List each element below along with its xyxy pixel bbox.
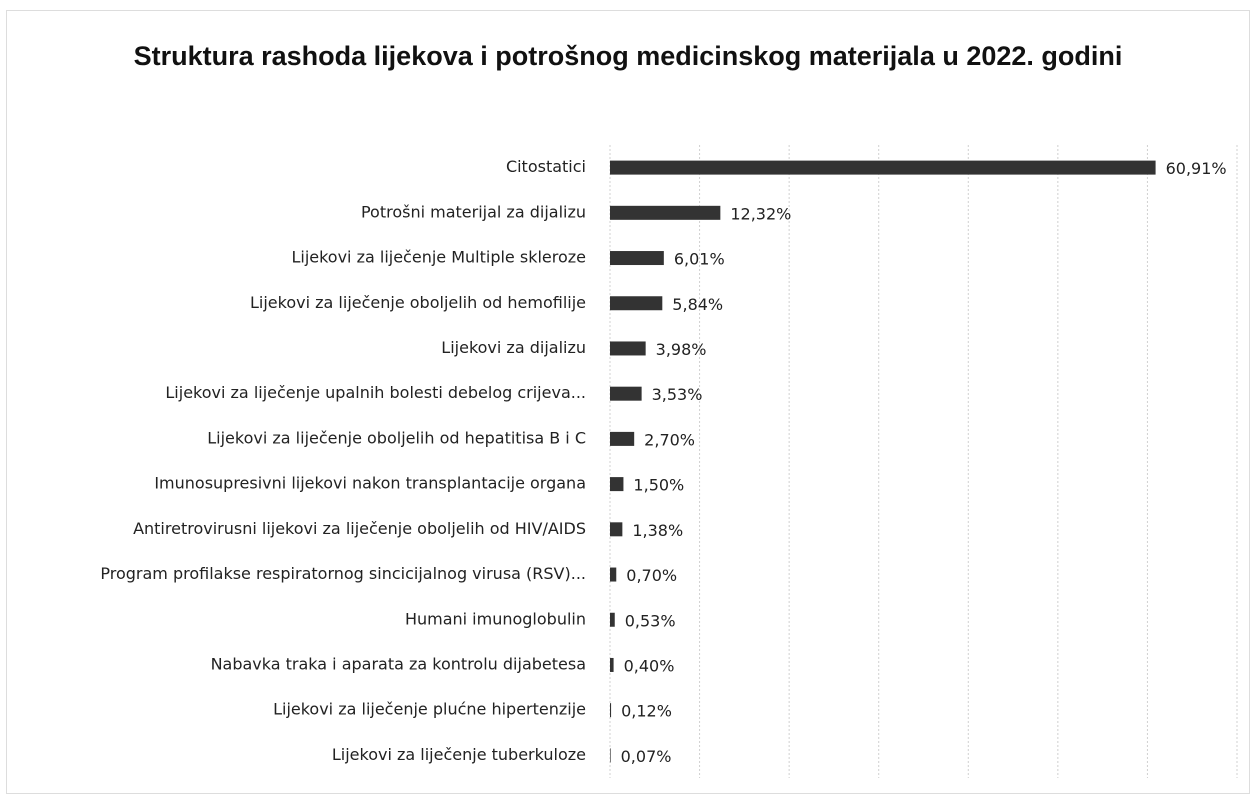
bar [610, 703, 612, 718]
bar [610, 522, 623, 537]
chart-title: Struktura rashoda lijekova i potrošnog m… [133, 41, 1123, 71]
y-tick-label: Lijekovi za liječenje plućne hipertenzij… [273, 700, 586, 719]
bar [610, 657, 614, 672]
y-tick-label: Lijekovi za dijalizu [441, 338, 586, 357]
y-tick-label: Program profilakse respiratornog sincici… [100, 564, 586, 583]
value-label: 2,70% [644, 430, 695, 449]
bar [610, 296, 663, 311]
bar [610, 477, 624, 492]
value-label: 0,53% [625, 611, 676, 630]
value-label: 6,01% [674, 250, 725, 269]
bar [610, 341, 646, 356]
bar [610, 205, 721, 220]
value-label: 0,07% [621, 747, 672, 766]
value-label: 1,38% [632, 521, 683, 540]
chart-frame [6, 10, 1250, 794]
y-tick-label: Humani imunoglobulin [405, 609, 586, 628]
value-label: 5,84% [672, 295, 723, 314]
bar [610, 748, 611, 763]
value-label: 1,50% [633, 476, 684, 495]
value-label: 0,12% [621, 702, 672, 721]
y-tick-label: Imunosupresivni lijekovi nakon transplan… [154, 474, 586, 493]
y-tick-label: Citostatici [506, 157, 586, 176]
y-tick-label: Nabavka traka i aparata za kontrolu dija… [211, 654, 586, 673]
value-label: 0,40% [624, 656, 675, 675]
bar [610, 386, 642, 401]
value-label: 3,53% [652, 385, 703, 404]
value-label: 3,98% [656, 340, 707, 359]
y-tick-label: Lijekovi za liječenje tuberkuloze [332, 745, 586, 764]
y-tick-label: Lijekovi za liječenje Multiple skleroze [291, 248, 586, 267]
bar [610, 251, 664, 266]
y-tick-label: Lijekovi za liječenje oboljelih od hepat… [207, 428, 586, 447]
value-label: 12,32% [730, 204, 791, 223]
y-tick-label: Lijekovi za liječenje oboljelih od hemof… [250, 293, 586, 312]
y-tick-label: Antiretrovirusni lijekovi za liječenje o… [133, 519, 586, 538]
value-label: 0,70% [626, 566, 677, 585]
value-label: 60,91% [1166, 159, 1227, 178]
bar [610, 160, 1156, 175]
bar [610, 431, 635, 446]
bar [610, 567, 617, 582]
y-tick-label: Lijekovi za liječenje upalnih bolesti de… [165, 383, 586, 402]
y-tick-label: Potrošni materijal za dijalizu [361, 202, 586, 221]
bar [610, 612, 615, 627]
